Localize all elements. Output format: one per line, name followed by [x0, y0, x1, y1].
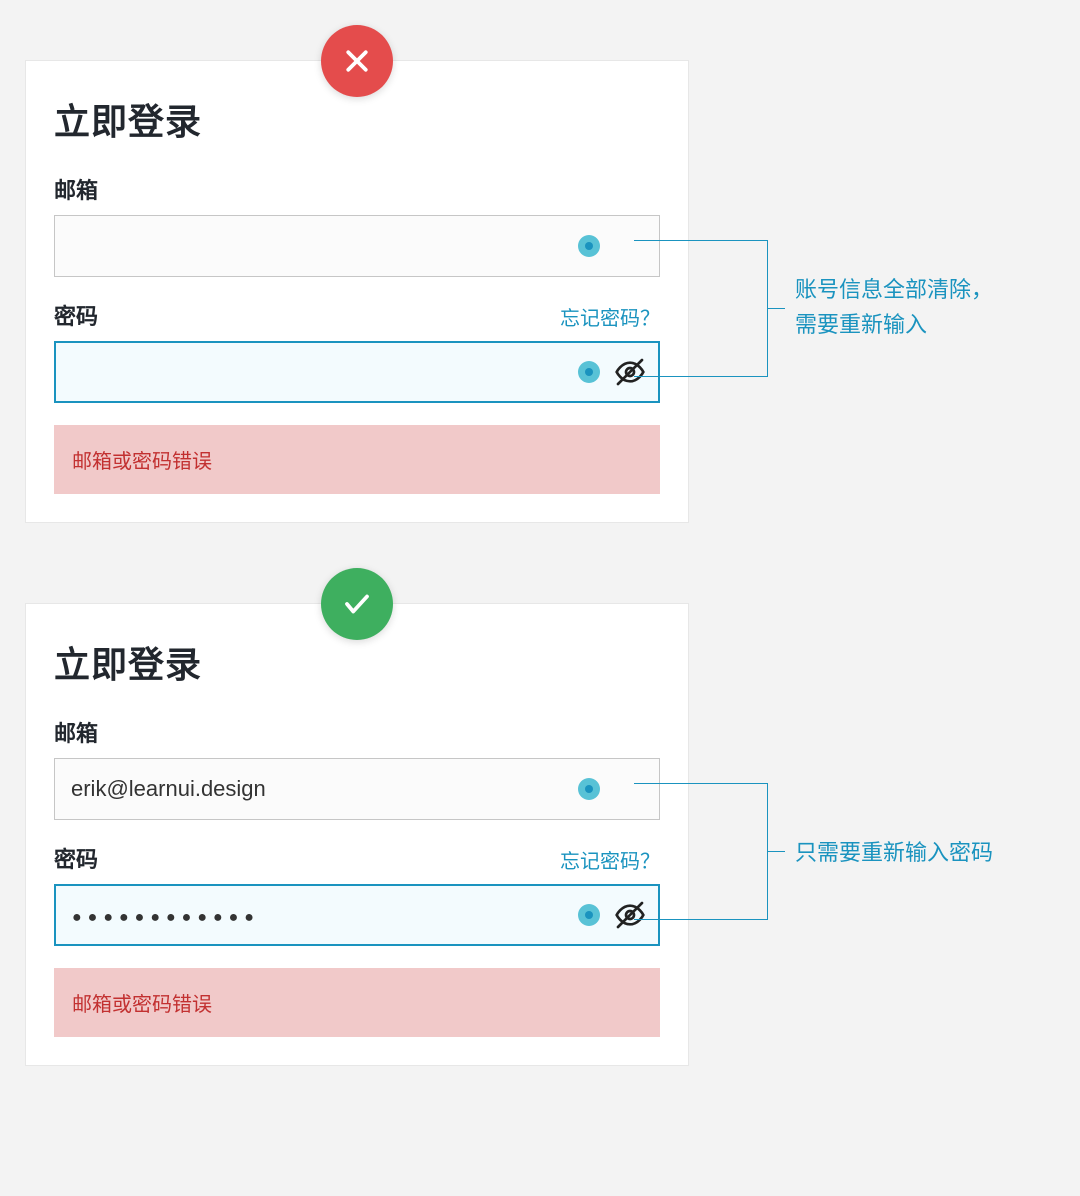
email-label: 邮箱 [54, 716, 660, 748]
annotation-text: 账号信息全部清除， 需要重新输入 [795, 272, 1075, 342]
connector-line [767, 851, 785, 852]
password-masked-value: ●●●●●●●●●●●● [72, 903, 260, 927]
connector-line [634, 240, 767, 241]
annotation-line: 需要重新输入 [795, 312, 927, 337]
error-banner: 邮箱或密码错误 [54, 968, 660, 1037]
email-input[interactable] [54, 215, 660, 277]
connector-line [634, 919, 767, 920]
example-good: 立即登录 邮箱 密码 忘记密码？ ●●●●●●●●●●●● 邮箱或密码错误 [25, 603, 1080, 1066]
eye-off-icon[interactable] [614, 899, 646, 931]
forgot-password-link[interactable]: 忘记密码？ [560, 302, 660, 331]
annotation-line: 账号信息全部清除， [795, 277, 993, 302]
login-card-bad: 立即登录 邮箱 密码 忘记密码？ 邮箱或密码错误 [25, 60, 689, 523]
login-card-good: 立即登录 邮箱 密码 忘记密码？ ●●●●●●●●●●●● 邮箱或密码错误 [25, 603, 689, 1066]
eye-off-icon[interactable] [614, 356, 646, 388]
connector-line [634, 783, 767, 784]
email-input-wrap [54, 215, 660, 277]
example-bad: 立即登录 邮箱 密码 忘记密码？ 邮箱或密码错误 账号信息全部清除， [25, 60, 1080, 523]
cross-icon [321, 25, 393, 97]
error-banner: 邮箱或密码错误 [54, 425, 660, 494]
annotation-dot [578, 361, 600, 383]
annotation-text: 只需要重新输入密码 [795, 835, 1075, 870]
email-label: 邮箱 [54, 173, 660, 205]
login-title: 立即登录 [54, 636, 660, 688]
password-input-wrap [54, 341, 660, 403]
annotation-dot [578, 778, 600, 800]
email-input[interactable] [54, 758, 660, 820]
connector-line [767, 308, 785, 309]
forgot-password-link[interactable]: 忘记密码？ [560, 845, 660, 874]
email-input-wrap [54, 758, 660, 820]
check-icon [321, 568, 393, 640]
password-input[interactable]: ●●●●●●●●●●●● [54, 884, 660, 946]
password-input[interactable] [54, 341, 660, 403]
connector-line [634, 376, 767, 377]
password-label: 密码 [54, 842, 98, 874]
login-title: 立即登录 [54, 93, 660, 145]
password-input-wrap: ●●●●●●●●●●●● [54, 884, 660, 946]
annotation-dot [578, 235, 600, 257]
password-label: 密码 [54, 299, 98, 331]
annotation-dot [578, 904, 600, 926]
